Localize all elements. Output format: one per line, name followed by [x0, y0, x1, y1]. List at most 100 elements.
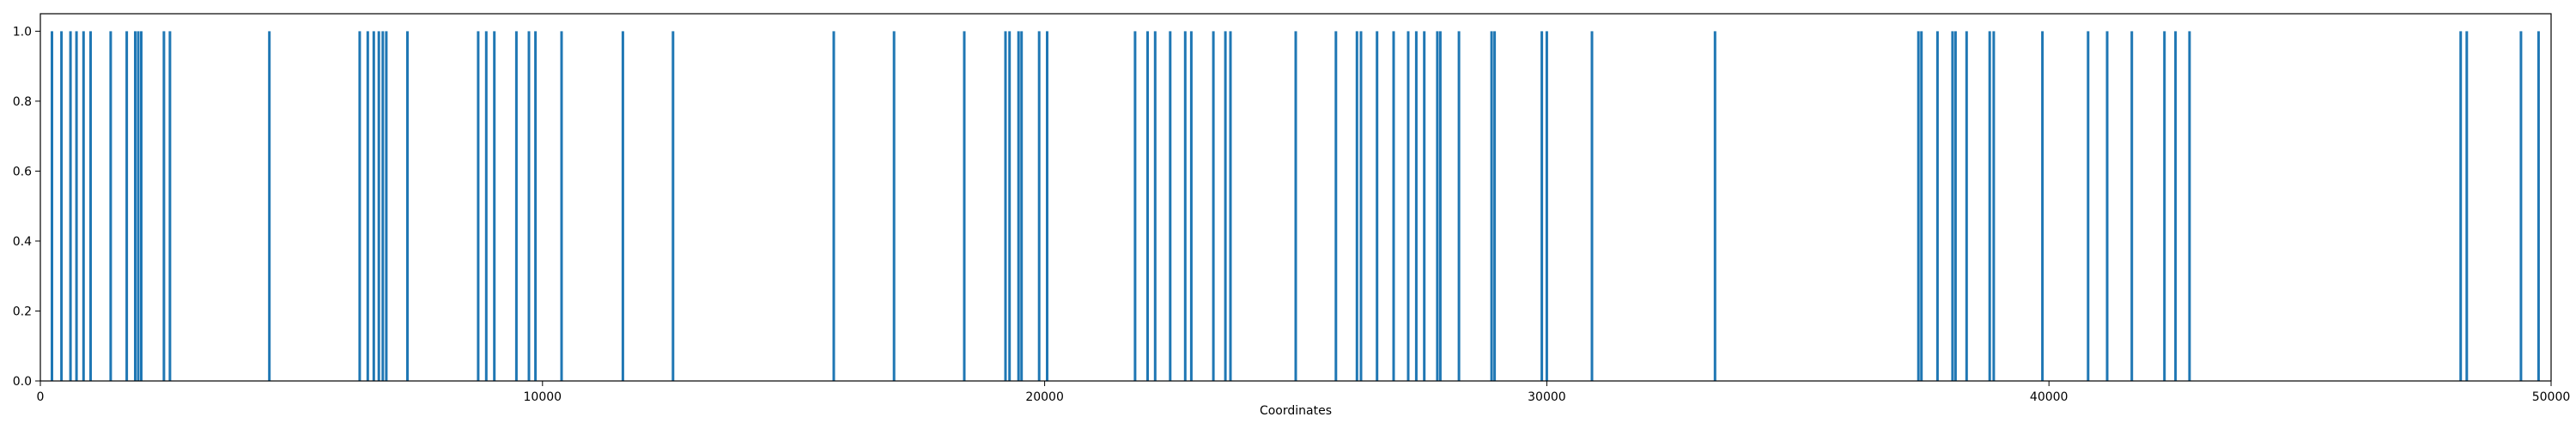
- bar-80: [2188, 31, 2191, 382]
- bar-84: [2537, 31, 2540, 382]
- bar-48: [1294, 31, 1297, 382]
- x-tick-label: 50000: [2532, 390, 2571, 404]
- bar-27: [560, 31, 563, 382]
- bar-63: [1545, 31, 1548, 382]
- bar-40: [1146, 31, 1149, 382]
- bar-55: [1414, 31, 1418, 382]
- bar-57: [1436, 31, 1439, 382]
- bar-20: [406, 31, 409, 382]
- bar-8: [134, 31, 137, 382]
- bar-60: [1490, 31, 1493, 382]
- x-tick-label: 20000: [1025, 390, 1064, 404]
- bar-66: [1917, 31, 1920, 382]
- bar-74: [2041, 31, 2044, 382]
- bar-64: [1590, 31, 1594, 382]
- bar-19: [385, 31, 388, 382]
- bar-77: [2130, 31, 2134, 382]
- bar-78: [2163, 31, 2166, 382]
- bar-47: [1229, 31, 1232, 382]
- bar-75: [2087, 31, 2090, 382]
- bar-24: [514, 31, 518, 382]
- bar-9: [137, 31, 140, 382]
- bar-12: [168, 31, 172, 382]
- y-tick-label: 0.8: [13, 95, 32, 109]
- bar-15: [366, 31, 369, 382]
- bar-72: [1988, 31, 1991, 382]
- y-tick-label: 0.6: [13, 165, 32, 178]
- bar-61: [1493, 31, 1497, 382]
- bar-79: [2174, 31, 2178, 382]
- bar-42: [1169, 31, 1172, 382]
- y-tick-label: 0.2: [13, 305, 32, 318]
- bar-76: [2105, 31, 2109, 382]
- bar-33: [1004, 31, 1007, 382]
- bar-69: [1951, 31, 1954, 382]
- bar-81: [2459, 31, 2463, 382]
- bar-11: [162, 31, 166, 382]
- bar-26: [534, 31, 538, 382]
- bar-49: [1334, 31, 1338, 382]
- bar-51: [1359, 31, 1363, 382]
- bar-82: [2465, 31, 2469, 382]
- bar-71: [1965, 31, 1968, 382]
- bar-68: [1935, 31, 1939, 382]
- bar-28: [621, 31, 624, 382]
- bar-13: [268, 31, 271, 382]
- bar-32: [963, 31, 966, 382]
- bar-22: [484, 31, 488, 382]
- bar-3: [75, 31, 78, 382]
- x-tick-label: 10000: [524, 390, 562, 404]
- bar-41: [1153, 31, 1157, 382]
- bar-31: [892, 31, 896, 382]
- bar-4: [82, 31, 85, 382]
- y-axis: 0.0 0.2 0.4 0.6 0.8 1.0: [13, 25, 40, 389]
- bar-29: [671, 31, 675, 382]
- bar-18: [381, 31, 385, 382]
- bar-7: [125, 31, 129, 382]
- bar-25: [527, 31, 531, 382]
- bar-5: [89, 31, 92, 382]
- bar-52: [1376, 31, 1379, 382]
- bar-0: [51, 31, 53, 382]
- bar-6: [109, 31, 112, 382]
- bar-67: [1920, 31, 1923, 382]
- bar-56: [1423, 31, 1426, 382]
- bar-70: [1953, 31, 1957, 382]
- bar-14: [358, 31, 361, 382]
- bar-35: [1017, 31, 1020, 382]
- bar-83: [2519, 31, 2523, 382]
- y-tick-label: 1.0: [13, 25, 32, 39]
- bar-23: [493, 31, 496, 382]
- bar-44: [1189, 31, 1193, 382]
- x-tick-label: 40000: [2030, 390, 2069, 404]
- bar-73: [1992, 31, 1996, 382]
- bars-group: [51, 31, 2540, 382]
- bar-21: [477, 31, 480, 382]
- bar-59: [1457, 31, 1461, 382]
- bar-10: [140, 31, 143, 382]
- bar-65: [1713, 31, 1716, 382]
- bar-37: [1037, 31, 1041, 382]
- plot-frame: [39, 13, 2552, 382]
- x-axis-label: Coordinates: [1260, 404, 1332, 418]
- bar-50: [1355, 31, 1358, 382]
- bar-38: [1046, 31, 1048, 382]
- x-axis: 0 10000 20000 30000 40000 50000: [37, 381, 2571, 404]
- bar-2: [69, 31, 72, 382]
- bar-30: [832, 31, 835, 382]
- bar-54: [1406, 31, 1410, 382]
- y-tick-label: 0.0: [13, 375, 32, 389]
- bar-17: [377, 31, 380, 382]
- bar-1: [60, 31, 64, 382]
- bar-36: [1020, 31, 1024, 382]
- bar-45: [1212, 31, 1215, 382]
- bar-53: [1392, 31, 1395, 382]
- x-tick-label: 30000: [1528, 390, 1566, 404]
- bar-43: [1183, 31, 1187, 382]
- bar-58: [1438, 31, 1442, 382]
- bar-16: [372, 31, 375, 382]
- y-tick-label: 0.4: [13, 235, 32, 249]
- bar-39: [1133, 31, 1137, 382]
- x-tick-label: 0: [37, 390, 45, 404]
